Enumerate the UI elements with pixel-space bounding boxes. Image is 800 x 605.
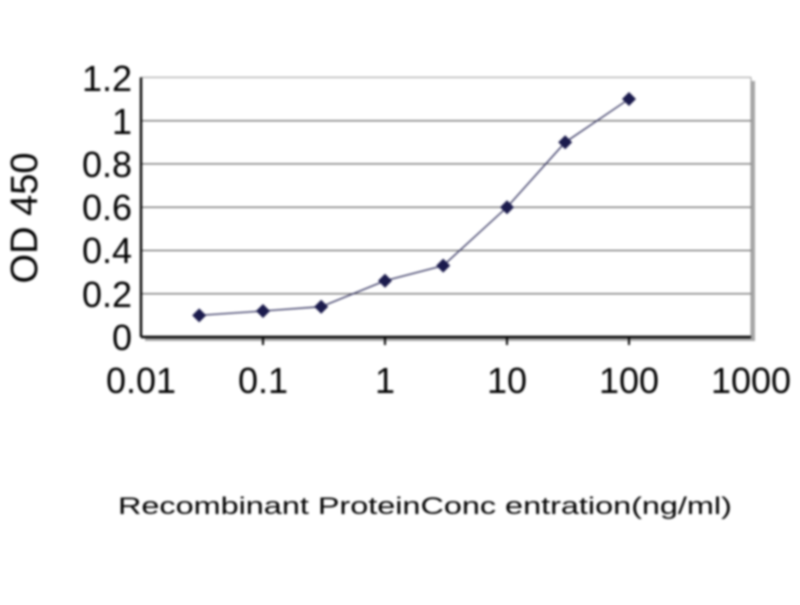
- svg-text:OD 450: OD 450: [4, 153, 46, 284]
- svg-text:1: 1: [112, 101, 132, 142]
- svg-text:0.4: 0.4: [82, 230, 132, 271]
- svg-text:10: 10: [487, 360, 527, 401]
- svg-text:100: 100: [599, 360, 659, 401]
- svg-text:1.2: 1.2: [82, 58, 132, 99]
- svg-text:0.8: 0.8: [82, 144, 132, 185]
- svg-text:0: 0: [112, 317, 132, 358]
- svg-text:1000: 1000: [711, 360, 791, 401]
- svg-text:Recombinant ProteinConc entra: Recombinant ProteinConc entration(ng/ml): [118, 493, 732, 520]
- svg-text:0.6: 0.6: [82, 187, 132, 228]
- svg-text:0.01: 0.01: [106, 360, 176, 401]
- svg-text:0.1: 0.1: [238, 360, 288, 401]
- svg-text:0.2: 0.2: [82, 274, 132, 315]
- svg-text:1: 1: [375, 360, 395, 401]
